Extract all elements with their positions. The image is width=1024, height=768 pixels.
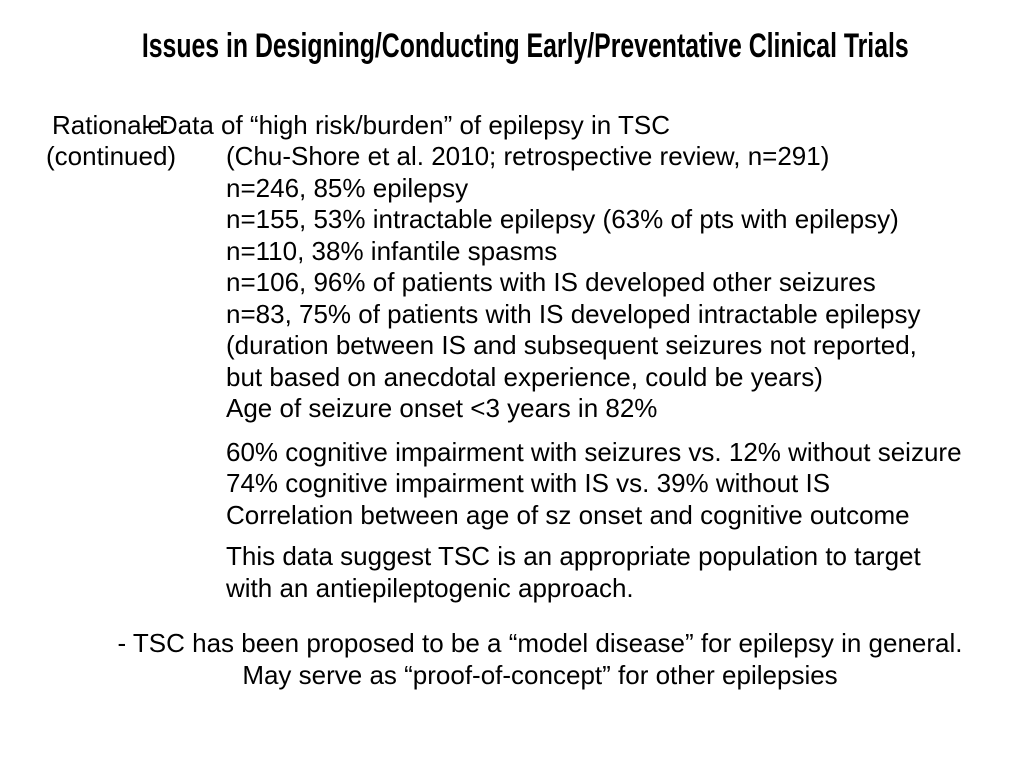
conclusion-line-1: This data suggest TSC is an appropriate …	[226, 541, 921, 571]
footer-line-proof-of-concept: May serve as “proof-of-concept” for othe…	[242, 659, 838, 690]
study-line-other-seizures: n=106, 96% of patients with IS developed…	[226, 267, 876, 297]
study-line-duration-2: but based on anecdotal experience, could…	[226, 361, 823, 392]
study-line-citation: (Chu-Shore et al. 2010; retrospective re…	[226, 141, 830, 171]
study-line-is-intractable: n=83, 75% of patients with IS developed …	[226, 298, 921, 329]
rationale-intro-line: - Data of “high risk/burden” of epilepsy…	[143, 110, 670, 140]
cognitive-line-correlation: Correlation between age of sz onset and …	[226, 499, 910, 530]
study-line-epilepsy: n=246, 85% epilepsy	[226, 172, 469, 203]
rationale-continued-label: (continued)	[46, 141, 177, 171]
main-text-column: (Chu-Shore et al. 2010; retrospective re…	[226, 141, 962, 604]
cognitive-line-is: 74% cognitive impairment with IS vs. 39%…	[226, 468, 831, 498]
slide-title-text: Issues in Designing/Conducting Early/Pre…	[141, 27, 909, 65]
study-line-intractable: n=155, 53% intractable epilepsy (63% of …	[226, 204, 899, 234]
rationale-label: Rationale:	[52, 110, 170, 140]
footer-line-model-disease: - TSC has been proposed to be a “model d…	[117, 628, 963, 658]
study-line-onset-age: Age of seizure onset <3 years in 82%	[226, 393, 658, 423]
cognitive-line-seizures: 60% cognitive impairment with seizures v…	[226, 436, 962, 467]
slide-title: Issues in Designing/Conducting Early/Pre…	[0, 27, 1024, 66]
footer-block: - TSC has been proposed to be a “model d…	[60, 628, 1020, 691]
study-line-duration-1: (duration between IS and subsequent seiz…	[226, 330, 917, 360]
conclusion-line-2: with an antiepileptogenic approach.	[226, 572, 634, 603]
study-line-infantile-spasms: n=110, 38% infantile spasms	[226, 235, 558, 266]
